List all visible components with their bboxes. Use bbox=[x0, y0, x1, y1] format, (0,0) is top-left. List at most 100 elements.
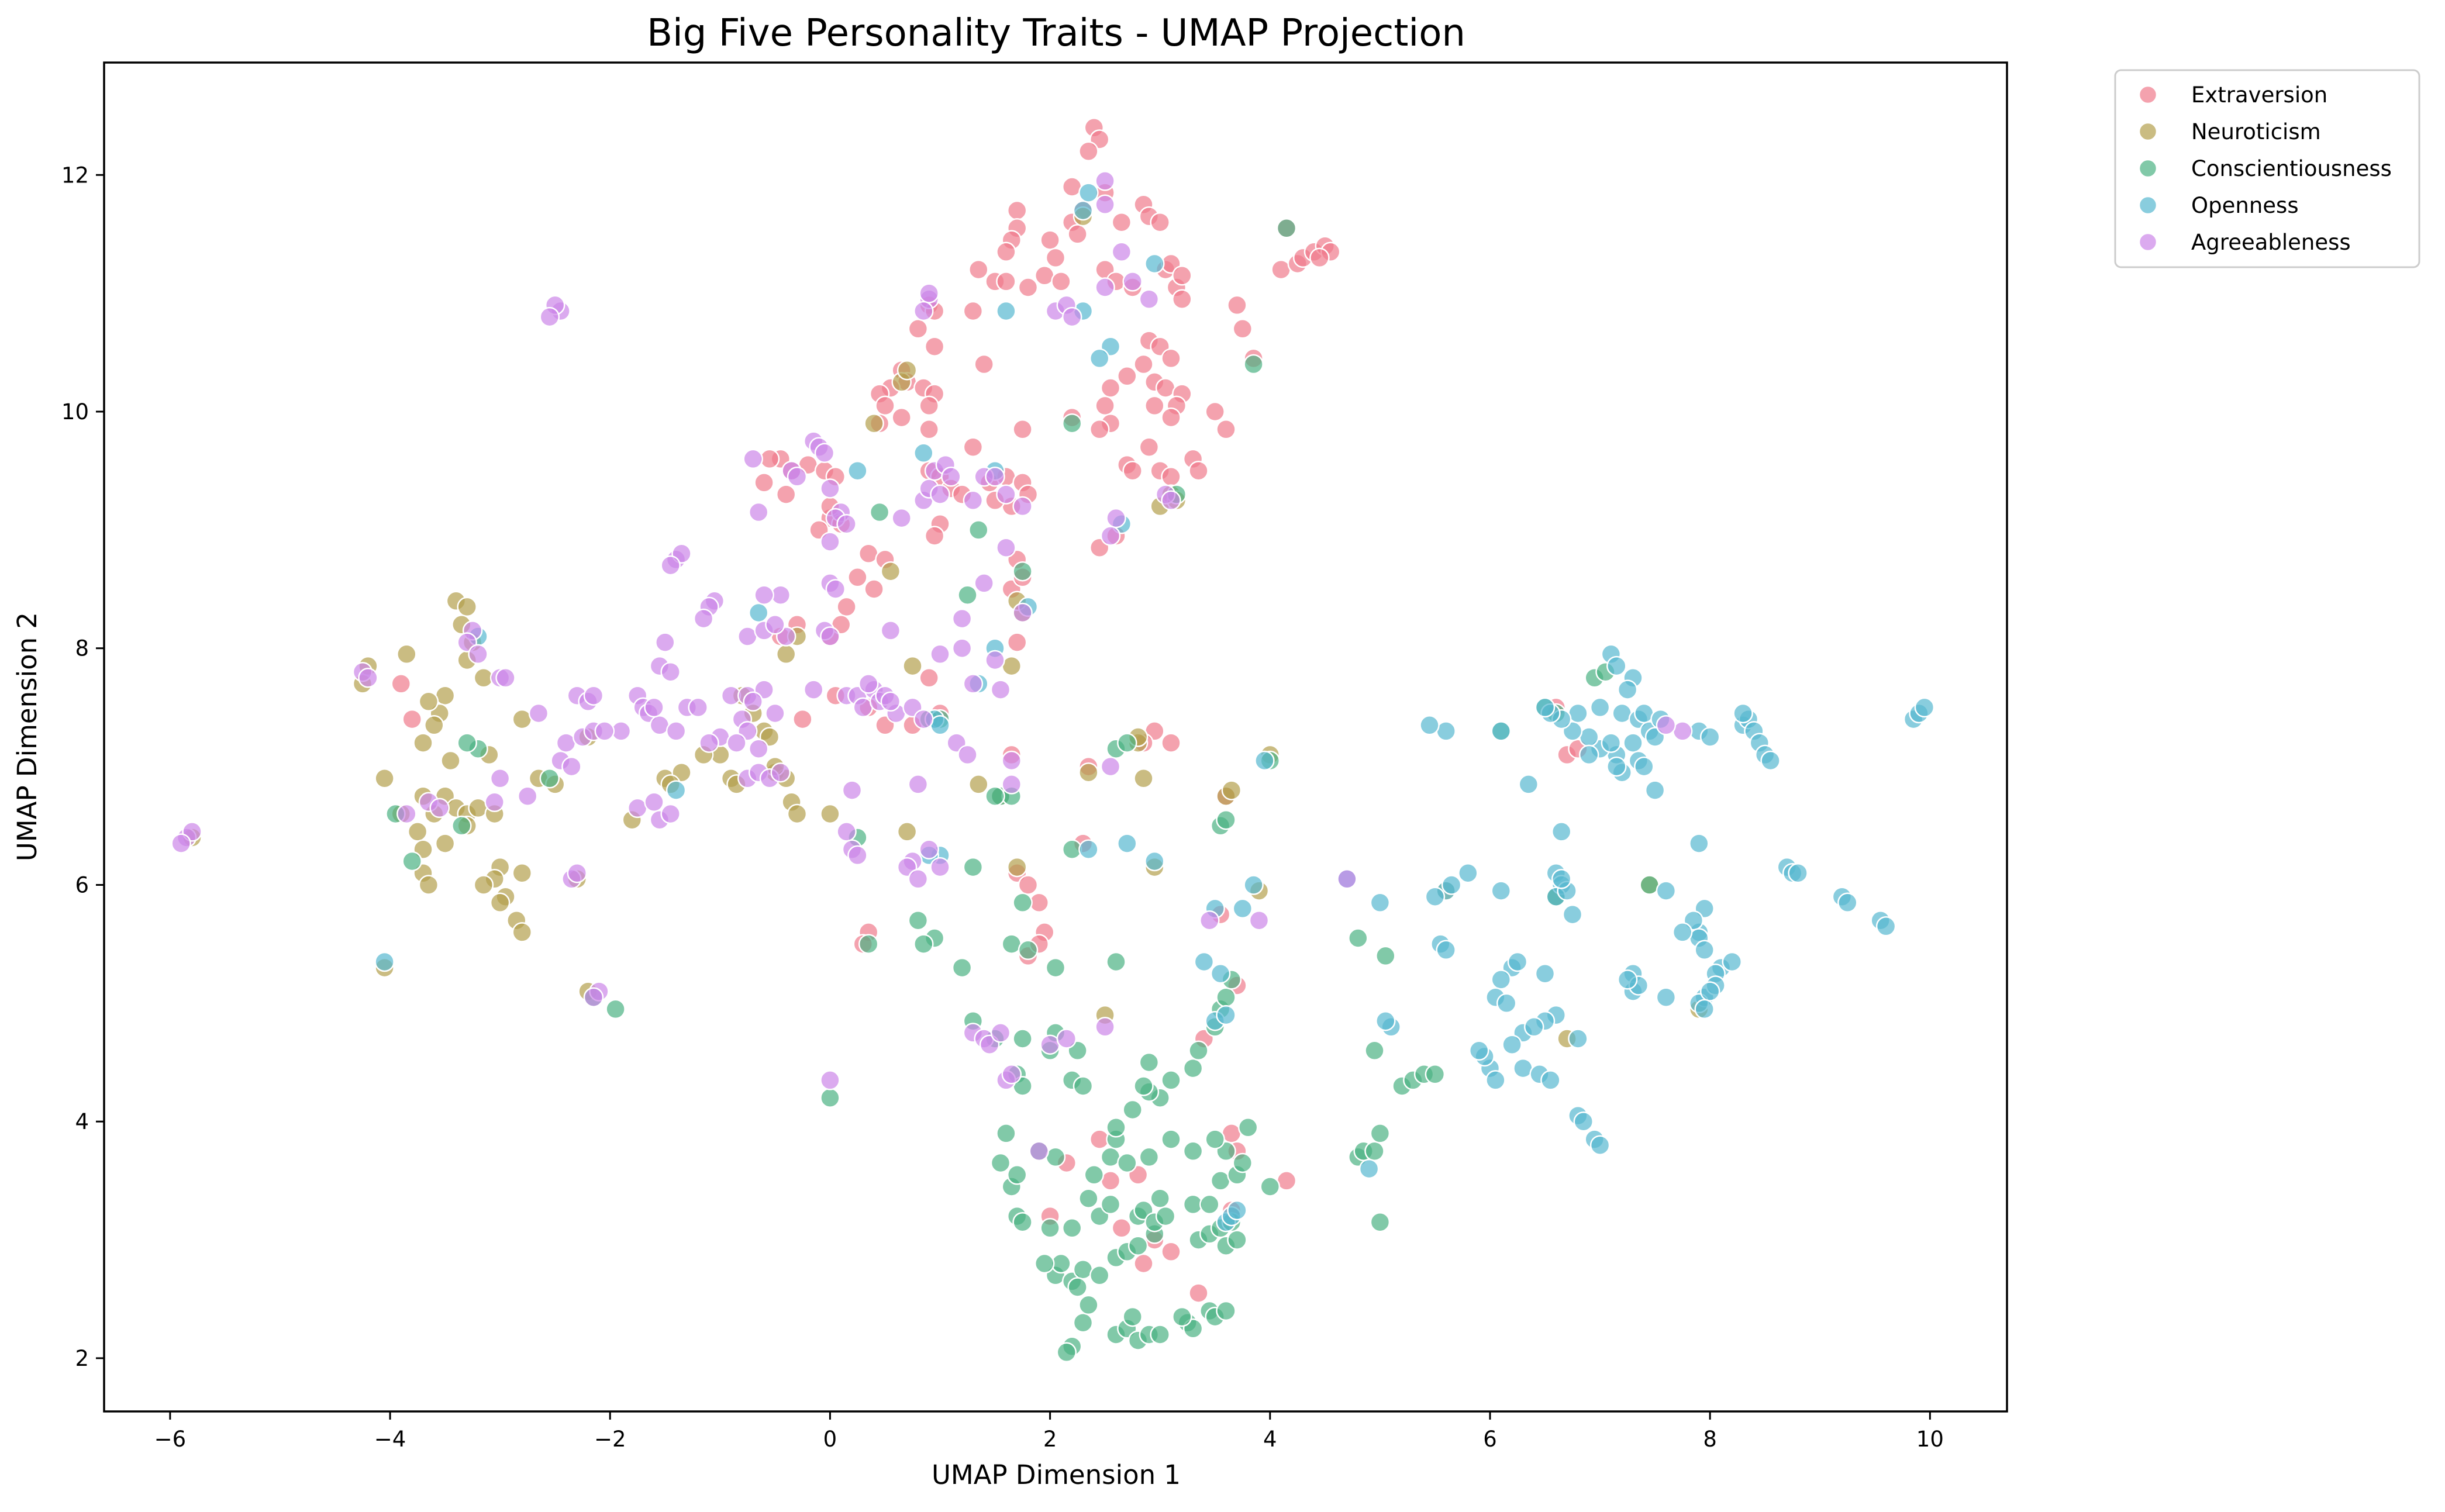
legend-marker bbox=[2138, 232, 2158, 252]
data-point-extraversion bbox=[996, 271, 1016, 292]
data-point-extraversion bbox=[754, 472, 774, 493]
data-point-agreeableness bbox=[858, 674, 879, 694]
data-point-agreeableness bbox=[743, 448, 763, 470]
data-point-conscientiousness bbox=[990, 1152, 1011, 1173]
data-point-conscientiousness bbox=[1100, 1194, 1121, 1215]
data-point-conscientiousness bbox=[1276, 218, 1297, 239]
data-point-agreeableness bbox=[951, 608, 973, 629]
data-point-openness bbox=[1502, 1034, 1522, 1055]
data-point-neuroticism bbox=[418, 691, 439, 712]
data-point-agreeableness bbox=[836, 821, 857, 842]
data-point-openness bbox=[1589, 697, 1611, 718]
data-point-agreeableness bbox=[594, 721, 615, 741]
data-point-agreeableness bbox=[891, 508, 912, 529]
data-point-agreeableness bbox=[1012, 602, 1033, 623]
data-point-conscientiousness bbox=[1040, 1218, 1060, 1238]
data-point-agreeableness bbox=[693, 608, 714, 629]
data-point-openness bbox=[665, 780, 687, 800]
data-point-agreeableness bbox=[787, 467, 808, 487]
data-point-neuroticism bbox=[407, 821, 428, 842]
data-point-neuroticism bbox=[434, 833, 456, 854]
data-point-openness bbox=[1694, 999, 1715, 1020]
data-point-agreeableness bbox=[1139, 289, 1160, 309]
data-point-conscientiousness bbox=[1117, 1152, 1137, 1173]
data-point-neuroticism bbox=[424, 715, 444, 736]
data-point-conscientiousness bbox=[1133, 1076, 1154, 1096]
data-point-extraversion bbox=[1188, 1283, 1209, 1303]
data-point-openness bbox=[1573, 1111, 1594, 1132]
data-point-agreeableness bbox=[930, 484, 950, 505]
legend-label: Neuroticism bbox=[2191, 119, 2321, 144]
data-point-neuroticism bbox=[864, 413, 884, 434]
data-point-agreeableness bbox=[880, 691, 901, 712]
data-point-extraversion bbox=[875, 395, 895, 416]
data-point-neuroticism bbox=[512, 862, 533, 883]
data-point-conscientiousness bbox=[1122, 1099, 1143, 1120]
data-point-agreeableness bbox=[814, 443, 835, 464]
data-point-agreeableness bbox=[495, 668, 516, 688]
data-point-neuroticism bbox=[880, 561, 901, 582]
data-point-agreeableness bbox=[748, 738, 769, 759]
data-point-openness bbox=[1358, 1158, 1380, 1179]
data-point-openness bbox=[1617, 679, 1638, 700]
data-point-agreeableness bbox=[996, 484, 1016, 505]
data-point-agreeableness bbox=[468, 644, 488, 665]
data-point-conscientiousness bbox=[1073, 1312, 1094, 1333]
data-point-agreeableness bbox=[765, 615, 785, 635]
data-point-agreeableness bbox=[1095, 1017, 1115, 1037]
data-point-extraversion bbox=[1006, 200, 1027, 221]
data-point-openness bbox=[1788, 862, 1808, 883]
data-point-openness bbox=[1644, 780, 1665, 800]
data-point-conscientiousness bbox=[1199, 1194, 1220, 1215]
data-point-extraversion bbox=[1117, 366, 1137, 386]
data-point-conscientiousness bbox=[908, 910, 929, 931]
data-point-agreeableness bbox=[941, 467, 961, 487]
data-point-agreeableness bbox=[908, 774, 929, 795]
data-point-extraversion bbox=[1139, 437, 1160, 457]
data-point-agreeableness bbox=[996, 537, 1016, 558]
legend-marker bbox=[2138, 158, 2158, 178]
data-point-openness bbox=[1507, 951, 1528, 972]
data-point-agreeableness bbox=[1095, 194, 1115, 215]
data-point-agreeableness bbox=[688, 697, 708, 718]
data-point-agreeableness bbox=[957, 744, 978, 765]
data-point-agreeableness bbox=[539, 306, 560, 327]
data-point-agreeableness bbox=[726, 733, 747, 753]
data-point-openness bbox=[1227, 1200, 1247, 1221]
data-point-agreeableness bbox=[836, 513, 857, 534]
data-point-agreeableness bbox=[517, 786, 538, 806]
data-point-conscientiousness bbox=[1161, 1129, 1181, 1149]
data-point-agreeableness bbox=[583, 987, 604, 1007]
data-point-conscientiousness bbox=[1089, 1265, 1110, 1286]
data-point-agreeableness bbox=[765, 703, 785, 724]
x-tick-label: 2 bbox=[1043, 1427, 1057, 1452]
data-point-conscientiousness bbox=[963, 857, 984, 878]
data-point-agreeableness bbox=[1337, 869, 1357, 889]
data-point-openness bbox=[1419, 715, 1440, 736]
data-point-agreeableness bbox=[1106, 508, 1126, 529]
y-tick-label: 2 bbox=[75, 1346, 89, 1371]
data-point-openness bbox=[1375, 1010, 1396, 1031]
data-point-agreeableness bbox=[1249, 910, 1270, 931]
data-point-conscientiousness bbox=[605, 999, 626, 1020]
data-point-extraversion bbox=[1111, 1218, 1132, 1238]
data-point-conscientiousness bbox=[1227, 1230, 1247, 1250]
data-point-agreeableness bbox=[842, 780, 863, 800]
x-axis-label: UMAP Dimension 1 bbox=[932, 1459, 1181, 1490]
data-point-conscientiousness bbox=[1364, 1141, 1385, 1162]
data-point-extraversion bbox=[1161, 467, 1181, 487]
data-point-openness bbox=[1523, 1017, 1544, 1037]
data-point-neuroticism bbox=[968, 774, 989, 795]
data-point-agreeableness bbox=[1199, 910, 1220, 931]
data-point-extraversion bbox=[1018, 277, 1039, 298]
legend-marker bbox=[2138, 85, 2158, 105]
data-point-extraversion bbox=[1161, 407, 1181, 428]
data-point-agreeableness bbox=[919, 839, 939, 859]
data-point-conscientiousness bbox=[1182, 1058, 1203, 1079]
data-point-agreeableness bbox=[847, 845, 868, 866]
data-point-agreeableness bbox=[655, 632, 675, 653]
data-point-openness bbox=[1722, 951, 1743, 972]
data-point-conscientiousness bbox=[1061, 413, 1082, 434]
